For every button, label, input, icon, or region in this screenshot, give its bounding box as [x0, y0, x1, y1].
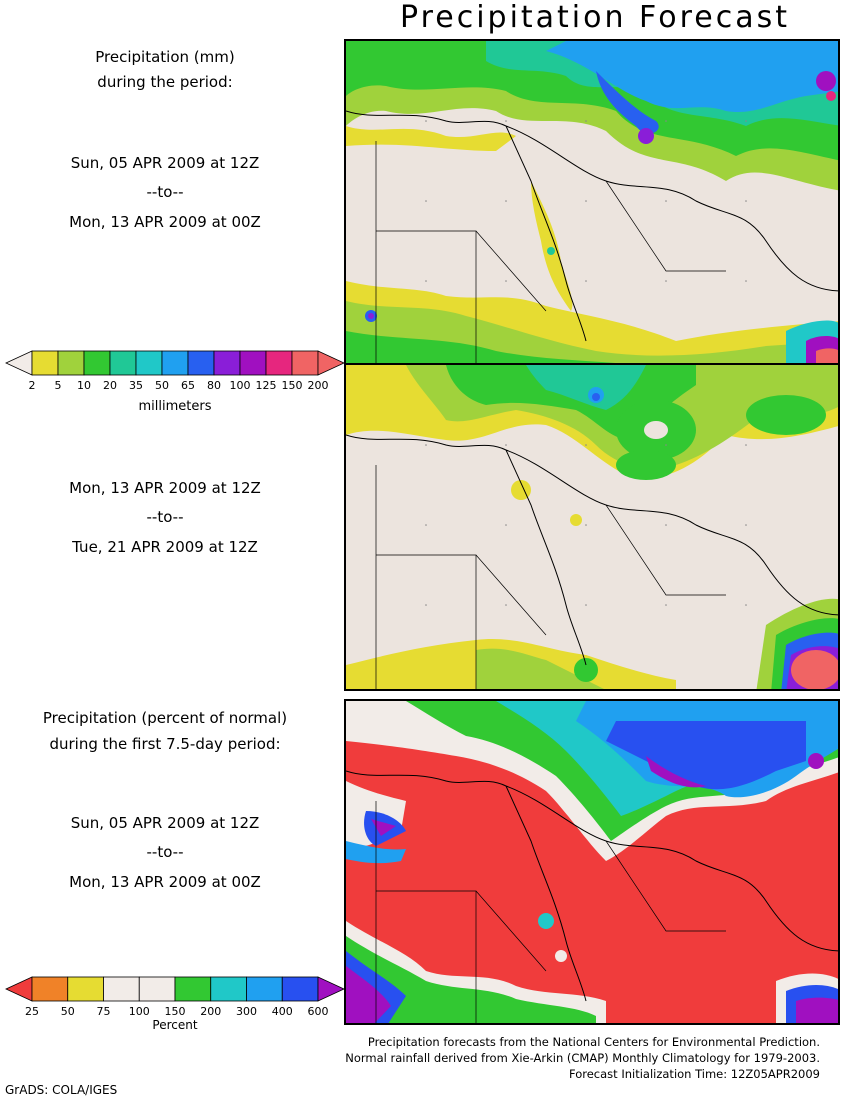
panel2-end-date: Tue, 21 APR 2009 at 12Z: [0, 538, 330, 556]
colorbar-tick-label: 80: [207, 379, 221, 392]
colorbar-tick-label: 150: [282, 379, 303, 392]
colorbar-swatch: [240, 351, 266, 375]
colorbar-tick-label: 50: [155, 379, 169, 392]
colorbar-tick-label: 20: [103, 379, 117, 392]
colorbar-swatch: [162, 351, 188, 375]
colorbar-swatch: [211, 977, 247, 1001]
panel3-header-line2: during the first 7.5-day period:: [0, 735, 330, 753]
panel3-separator: --to--: [0, 843, 330, 861]
panel3-header-line1: Precipitation (percent of normal): [0, 709, 330, 727]
panel1-separator: --to--: [0, 183, 330, 201]
panel3-start-date: Sun, 05 APR 2009 at 12Z: [0, 814, 330, 832]
colorbar-mm-unit: millimeters: [0, 399, 350, 414]
page-title: Precipitation Forecast: [345, 0, 845, 35]
colorbar-tick-label: 2: [29, 379, 36, 392]
panel1-end-date: Mon, 13 APR 2009 at 00Z: [0, 213, 330, 231]
panel1-header-line2: during the period:: [0, 73, 330, 91]
colorbar-right-arrow: [318, 351, 344, 375]
footer-notes: Precipitation forecasts from the Nationa…: [345, 1034, 820, 1082]
colorbar-tick-label: 100: [129, 1005, 150, 1018]
colorbar-tick-label: 100: [230, 379, 251, 392]
colorbar-swatch: [282, 977, 318, 1001]
colorbar-percent: [4, 974, 346, 1004]
map-panel-week2: [344, 363, 840, 691]
map-panel-percent-normal: [344, 699, 840, 1025]
colorbar-tick-label: 400: [272, 1005, 293, 1018]
colorbar-right-arrow: [318, 977, 344, 1001]
colorbar-left-arrow: [6, 351, 32, 375]
colorbar-swatch: [110, 351, 136, 375]
colorbar-swatch: [188, 351, 214, 375]
colorbar-tick-label: 65: [181, 379, 195, 392]
colorbar-swatch: [68, 977, 104, 1001]
footer-line2: Normal rainfall derived from Xie-Arkin (…: [345, 1050, 820, 1066]
colorbar-swatch: [139, 977, 175, 1001]
colorbar-swatch: [32, 351, 58, 375]
colorbar-tick-label: 75: [97, 1005, 111, 1018]
colorbar-swatch: [84, 351, 110, 375]
colorbar-tick-label: 600: [308, 1005, 329, 1018]
colorbar-left-arrow: [6, 977, 32, 1001]
colorbar-swatch: [58, 351, 84, 375]
footer-line3: Forecast Initialization Time: 12Z05APR20…: [345, 1066, 820, 1082]
colorbar-swatch: [175, 977, 211, 1001]
colorbar-tick-label: 200: [200, 1005, 221, 1018]
colorbar-tick-label: 5: [55, 379, 62, 392]
panel1-start-date: Sun, 05 APR 2009 at 12Z: [0, 154, 330, 172]
map-percent-graphic: [346, 701, 840, 1025]
colorbar-mm: [4, 348, 346, 378]
colorbar-swatch: [136, 351, 162, 375]
colorbar-swatch: [214, 351, 240, 375]
colorbar-tick-label: 200: [308, 379, 329, 392]
map-panel-week1: [344, 39, 840, 365]
map-week2-graphic: [346, 365, 840, 691]
colorbar-tick-label: 125: [256, 379, 277, 392]
colorbar-tick-label: 10: [77, 379, 91, 392]
map-week1-graphic: [346, 41, 840, 365]
colorbar-swatch: [32, 977, 68, 1001]
panel2-start-date: Mon, 13 APR 2009 at 12Z: [0, 479, 330, 497]
colorbar-tick-label: 35: [129, 379, 143, 392]
panel2-separator: --to--: [0, 508, 330, 526]
colorbar-swatch: [266, 351, 292, 375]
footer-line1: Precipitation forecasts from the Nationa…: [345, 1034, 820, 1050]
colorbar-tick-label: 25: [25, 1005, 39, 1018]
colorbar-tick-label: 150: [165, 1005, 186, 1018]
colorbar-swatch: [247, 977, 283, 1001]
panel1-header-line1: Precipitation (mm): [0, 48, 330, 66]
grads-credit: GrADS: COLA/IGES: [5, 1083, 117, 1097]
colorbar-tick-label: 300: [236, 1005, 257, 1018]
colorbar-percent-unit: Percent: [0, 1018, 350, 1032]
colorbar-tick-label: 50: [61, 1005, 75, 1018]
colorbar-swatch: [104, 977, 140, 1001]
colorbar-swatch: [292, 351, 318, 375]
panel3-end-date: Mon, 13 APR 2009 at 00Z: [0, 873, 330, 891]
